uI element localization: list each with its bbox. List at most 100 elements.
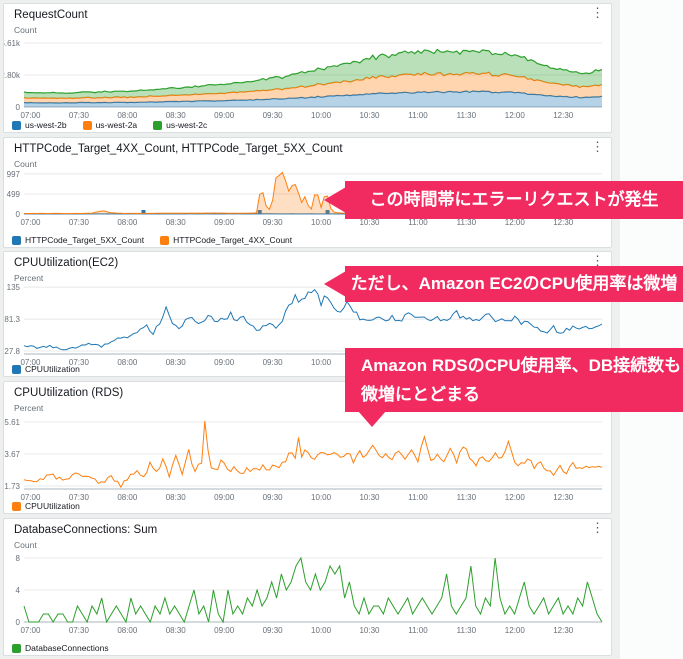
kebab-menu-icon[interactable]: ⋮	[591, 139, 604, 154]
legend-swatch-icon	[160, 235, 170, 245]
chart-title: RequestCount	[14, 9, 88, 21]
legend-item[interactable]: DatabaseConnections	[12, 643, 109, 653]
svg-text:11:30: 11:30	[457, 626, 477, 635]
svg-text:11:00: 11:00	[408, 493, 428, 502]
svg-text:5.61: 5.61	[4, 418, 20, 427]
y-axis-label: Count	[14, 540, 37, 550]
legend-item[interactable]: CPUUtilization	[12, 364, 80, 374]
svg-text:07:00: 07:00	[20, 218, 41, 227]
request-count-chart[interactable]: 5.61k 2.80k 007:00 07:30 08:00 08:30 09:00 09:3…	[4, 4, 613, 134]
svg-text:499: 499	[7, 190, 21, 199]
svg-text:10:00: 10:00	[311, 358, 332, 367]
legend-label: us-west-2b	[25, 120, 67, 130]
svg-text:09:30: 09:30	[263, 111, 284, 120]
svg-text:09:00: 09:00	[214, 218, 235, 227]
legend-swatch-icon	[12, 501, 21, 511]
ec2-cpu-chart[interactable]: 135 81.3 27.807:00 07:30 08:00 08:30 09:00 09:3…	[4, 252, 613, 378]
svg-text:07:30: 07:30	[69, 493, 90, 502]
svg-text:10:30: 10:30	[359, 626, 380, 635]
y-axis-label: Count	[14, 159, 37, 169]
legend-item[interactable]: us-west-2c	[153, 120, 207, 130]
svg-text:11:30: 11:30	[457, 493, 477, 502]
chart-legend: DatabaseConnections	[12, 643, 109, 653]
svg-text:12:00: 12:00	[505, 111, 526, 120]
legend-item[interactable]: HTTPCode_Target_4XX_Count	[160, 235, 292, 245]
legend-label: HTTPCode_Target_4XX_Count	[173, 235, 293, 245]
svg-text:07:00: 07:00	[20, 493, 41, 502]
svg-text:10:30: 10:30	[359, 218, 380, 227]
legend-item[interactable]: us-west-2a	[82, 120, 138, 130]
svg-text:09:30: 09:30	[263, 493, 284, 502]
svg-text:12:30: 12:30	[553, 493, 574, 502]
legend-label: CPUUtilization	[25, 501, 80, 511]
kebab-menu-icon[interactable]: ⋮	[591, 253, 604, 268]
svg-text:2.80k: 2.80k	[4, 71, 21, 80]
legend-item[interactable]: CPUUtilization	[12, 501, 80, 511]
legend-label: CPUUtilization	[25, 364, 80, 374]
svg-text:09:00: 09:00	[214, 626, 235, 635]
chart-legend: CPUUtilization	[12, 364, 80, 374]
chart-legend: HTTPCode_Target_5XX_Count HTTPCode_Target…	[12, 235, 292, 245]
svg-text:09:30: 09:30	[263, 358, 284, 367]
svg-text:10:30: 10:30	[359, 111, 380, 120]
legend-swatch-icon	[12, 235, 21, 245]
svg-text:1.73: 1.73	[4, 482, 20, 491]
legend-label: us-west-2a	[95, 120, 138, 130]
callout-text: この時間帯にエラーリクエストが発生	[369, 190, 659, 209]
svg-text:08:30: 08:30	[166, 493, 187, 502]
y-axis-label: Percent	[14, 273, 44, 283]
svg-text:09:00: 09:00	[214, 111, 235, 120]
callout-text-line2: 微増にとどまる	[361, 385, 480, 404]
legend-swatch-icon	[12, 643, 21, 653]
svg-text:11:30: 11:30	[457, 111, 477, 120]
svg-text:07:00: 07:00	[20, 358, 41, 367]
chart-panel-request-count: RequestCount ⋮ Count 5.61k 2.80k 007:00 07:…	[3, 3, 612, 133]
svg-text:07:00: 07:00	[20, 111, 41, 120]
svg-text:10:00: 10:00	[311, 626, 332, 635]
svg-text:08:00: 08:00	[117, 626, 138, 635]
svg-text:07:30: 07:30	[69, 358, 90, 367]
legend-label: DatabaseConnections	[25, 643, 109, 653]
svg-text:07:30: 07:30	[69, 111, 90, 120]
svg-text:10:30: 10:30	[359, 493, 380, 502]
legend-item[interactable]: HTTPCode_Target_5XX_Count	[12, 235, 144, 245]
y-axis-label: Count	[14, 25, 37, 35]
kebab-menu-icon[interactable]: ⋮	[591, 520, 604, 535]
y-axis-label: Percent	[14, 403, 44, 413]
svg-text:07:30: 07:30	[69, 626, 90, 635]
db-connections-chart[interactable]: 8 4 007:00 07:30 08:00 08:30 09:00 09:30 10:00 10…	[4, 519, 613, 657]
svg-text:12:00: 12:00	[505, 493, 526, 502]
svg-text:11:30: 11:30	[457, 218, 477, 227]
chart-title: HTTPCode_Target_4XX_Count, HTTPCode_Targ…	[14, 143, 343, 155]
svg-text:997: 997	[7, 170, 21, 179]
svg-text:08:00: 08:00	[117, 218, 138, 227]
svg-text:135: 135	[7, 283, 21, 292]
svg-text:11:00: 11:00	[408, 111, 428, 120]
svg-text:07:00: 07:00	[20, 626, 41, 635]
svg-text:11:00: 11:00	[408, 626, 428, 635]
svg-text:09:00: 09:00	[214, 358, 235, 367]
legend-swatch-icon	[12, 364, 21, 374]
chart-title: CPUUtilization (RDS)	[14, 387, 124, 399]
svg-text:8: 8	[16, 554, 21, 563]
svg-text:08:30: 08:30	[166, 626, 187, 635]
svg-text:5.61k: 5.61k	[4, 39, 21, 48]
kebab-menu-icon[interactable]: ⋮	[591, 5, 604, 20]
svg-text:07:30: 07:30	[69, 218, 90, 227]
legend-swatch-icon	[153, 120, 163, 130]
svg-text:12:30: 12:30	[553, 218, 574, 227]
svg-text:10:00: 10:00	[311, 111, 332, 120]
svg-text:08:00: 08:00	[117, 493, 138, 502]
svg-text:08:00: 08:00	[117, 358, 138, 367]
legend-swatch-icon	[82, 120, 92, 130]
svg-text:12:00: 12:00	[505, 218, 526, 227]
callout-ec2-cpu-note: ただし、Amazon EC2のCPU使用率は微増	[345, 266, 683, 302]
svg-text:4: 4	[16, 586, 21, 595]
svg-text:08:30: 08:30	[166, 111, 187, 120]
legend-item[interactable]: us-west-2b	[12, 120, 67, 130]
svg-text:0: 0	[16, 103, 21, 112]
legend-swatch-icon	[12, 120, 21, 130]
legend-label: HTTPCode_Target_5XX_Count	[25, 235, 145, 245]
